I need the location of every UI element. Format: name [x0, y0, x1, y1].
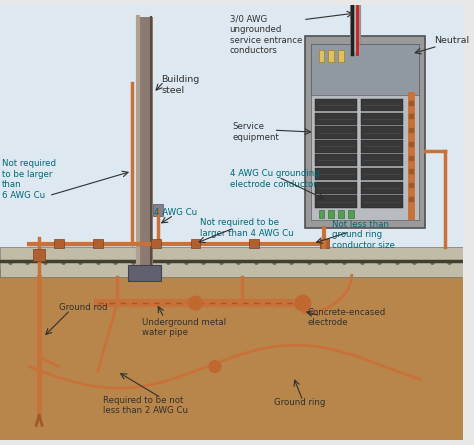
- Text: Ground rod: Ground rod: [59, 303, 107, 312]
- Text: Underground metal
water pipe: Underground metal water pipe: [142, 318, 226, 337]
- Polygon shape: [249, 239, 259, 248]
- Text: Not required to be
larger than 4 AWG Cu: Not required to be larger than 4 AWG Cu: [201, 218, 294, 238]
- Polygon shape: [0, 247, 463, 277]
- Polygon shape: [128, 265, 161, 281]
- Text: Ground ring: Ground ring: [273, 398, 325, 407]
- Polygon shape: [315, 99, 356, 111]
- Text: Required to be not
less than 2 AWG Cu: Required to be not less than 2 AWG Cu: [102, 396, 188, 415]
- Text: Concrete-encased
electrode: Concrete-encased electrode: [308, 308, 386, 328]
- Polygon shape: [315, 182, 356, 194]
- Text: Service
equipment: Service equipment: [233, 122, 280, 142]
- Polygon shape: [361, 126, 402, 139]
- Polygon shape: [338, 50, 344, 62]
- Polygon shape: [328, 210, 334, 218]
- Circle shape: [295, 295, 311, 311]
- Polygon shape: [348, 210, 354, 218]
- Polygon shape: [136, 17, 154, 277]
- Polygon shape: [0, 269, 463, 440]
- Polygon shape: [315, 140, 356, 153]
- Polygon shape: [93, 239, 102, 248]
- Text: 4 AWG Cu grounding
electrode conductor: 4 AWG Cu grounding electrode conductor: [229, 169, 319, 189]
- Text: Not less than
ground ring
conductor size: Not less than ground ring conductor size: [332, 220, 395, 250]
- Text: 3/0 AWG
ungrounded
service entrance
conductors: 3/0 AWG ungrounded service entrance cond…: [229, 15, 302, 55]
- Polygon shape: [54, 239, 64, 248]
- Polygon shape: [361, 195, 402, 208]
- Polygon shape: [328, 50, 334, 62]
- Circle shape: [209, 361, 221, 372]
- Text: 4 AWG Cu: 4 AWG Cu: [155, 208, 198, 217]
- Polygon shape: [361, 113, 402, 125]
- Polygon shape: [319, 50, 324, 62]
- Text: Neutral: Neutral: [434, 36, 469, 45]
- Polygon shape: [338, 210, 344, 218]
- Polygon shape: [311, 44, 419, 220]
- Polygon shape: [311, 44, 419, 95]
- Polygon shape: [319, 239, 329, 248]
- Polygon shape: [361, 182, 402, 194]
- Polygon shape: [33, 249, 45, 261]
- Polygon shape: [315, 168, 356, 180]
- Polygon shape: [315, 154, 356, 166]
- Polygon shape: [154, 204, 163, 216]
- Polygon shape: [315, 113, 356, 125]
- Polygon shape: [152, 239, 161, 248]
- Text: Not required
to be larger
than
6 AWG Cu: Not required to be larger than 6 AWG Cu: [2, 159, 56, 200]
- Polygon shape: [191, 239, 201, 248]
- Polygon shape: [361, 154, 402, 166]
- Polygon shape: [361, 168, 402, 180]
- Polygon shape: [315, 195, 356, 208]
- Polygon shape: [361, 140, 402, 153]
- Polygon shape: [305, 36, 425, 228]
- Text: Building
steel: Building steel: [161, 76, 200, 95]
- Polygon shape: [361, 99, 402, 111]
- Polygon shape: [0, 5, 463, 269]
- Polygon shape: [319, 210, 324, 218]
- Polygon shape: [315, 126, 356, 139]
- Circle shape: [189, 296, 202, 310]
